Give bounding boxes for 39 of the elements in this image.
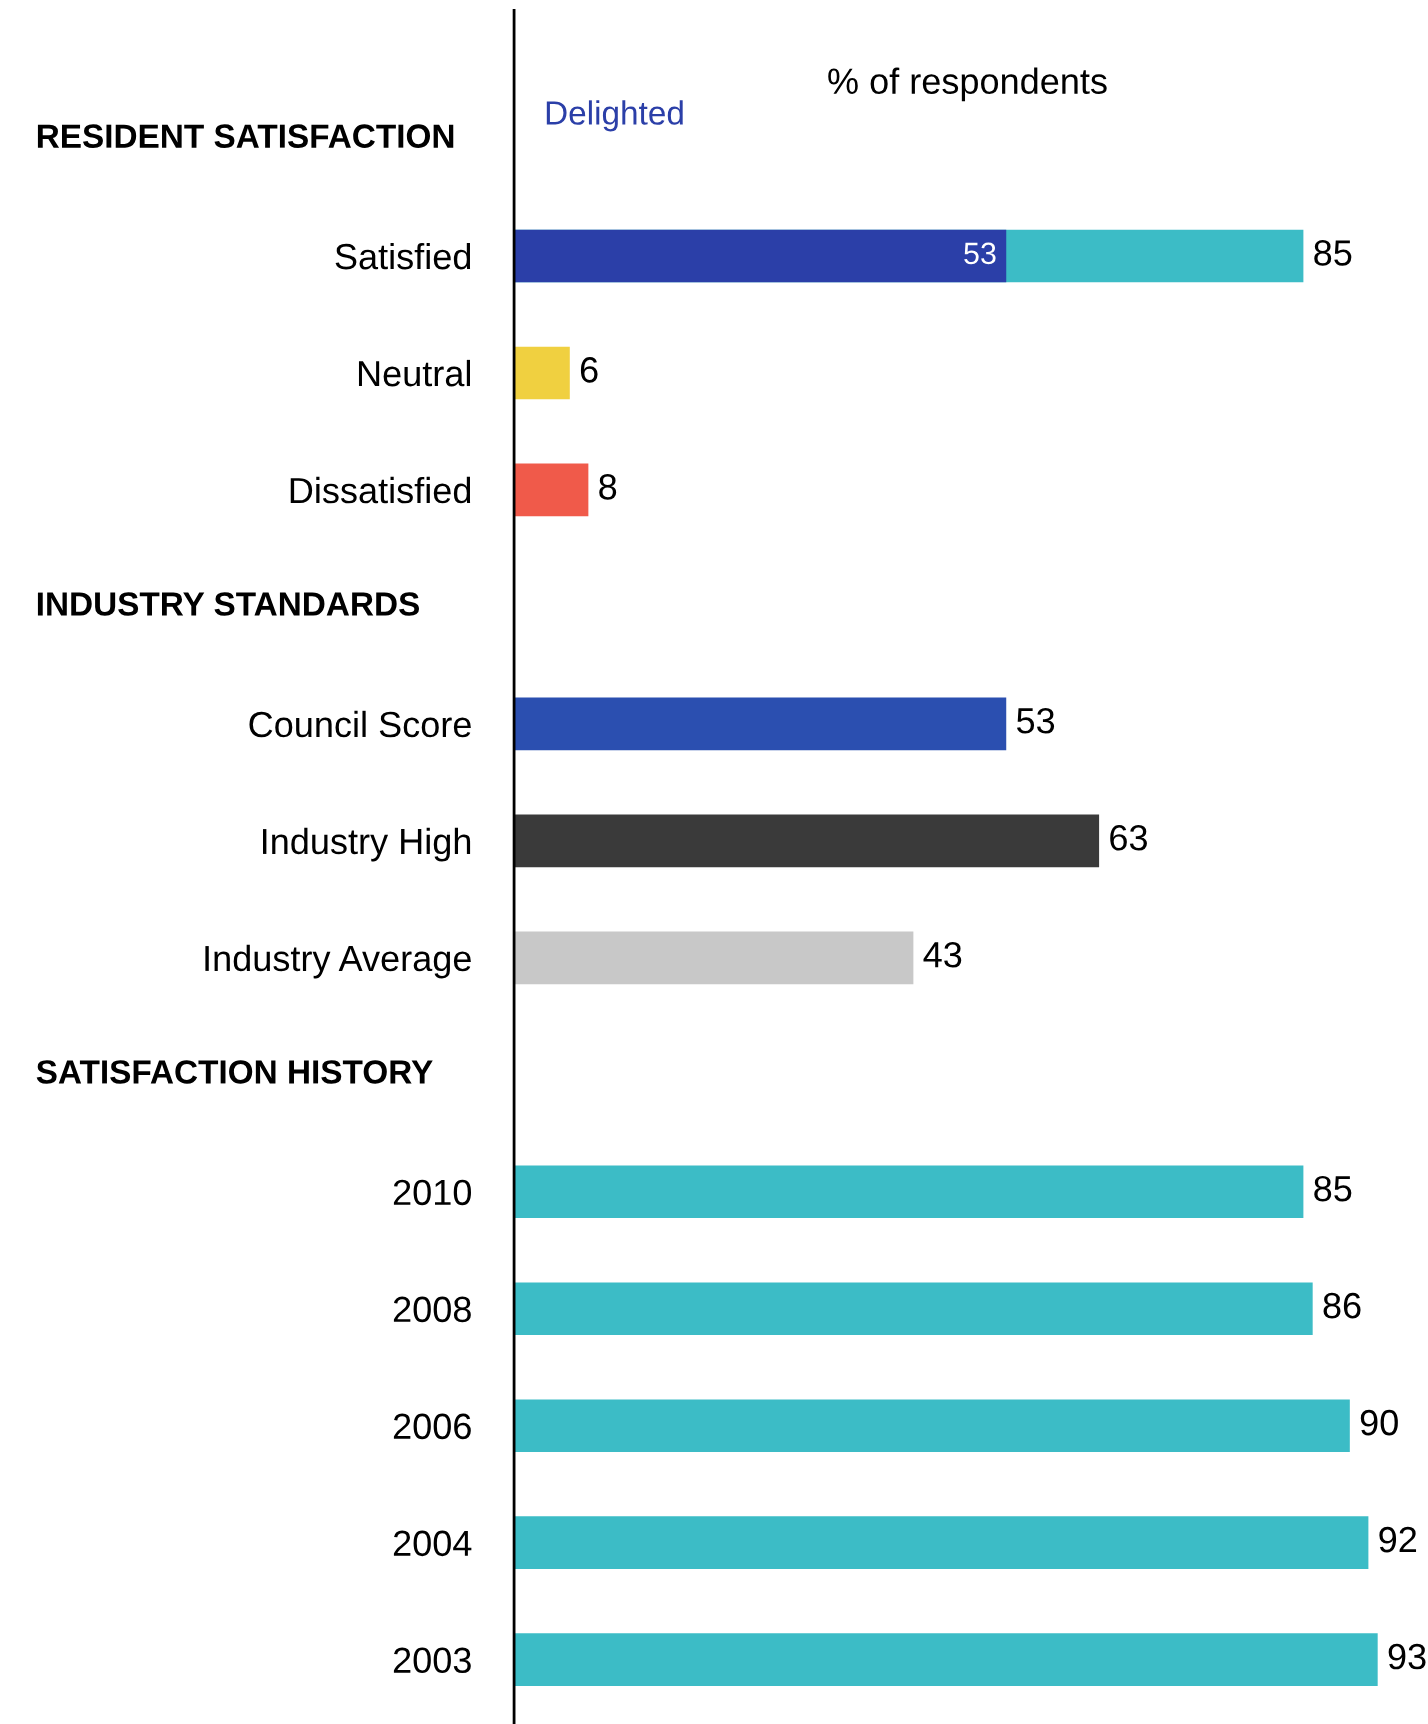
data-label: 86 — [1323, 1292, 1361, 1319]
data-label: 43 — [923, 941, 962, 968]
y-tick-label: 2010 — [393, 1179, 472, 1206]
data-label: 63 — [1110, 824, 1147, 851]
bar — [514, 697, 1007, 751]
data-label: 53 — [964, 242, 996, 265]
text: RESIDENT SATISFACTION — [37, 124, 454, 148]
bar — [514, 1399, 1350, 1453]
bar — [514, 229, 1007, 283]
y-tick-label: 2006 — [393, 1413, 471, 1440]
data-label: 90 — [1360, 1409, 1398, 1436]
y-tick-label: Dissatisfied — [290, 476, 471, 504]
text: INDUSTRY STANDARDS — [37, 592, 420, 616]
x-axis-title: % of respondents — [828, 67, 1107, 102]
y-tick-label: Industry Average — [205, 944, 471, 979]
y-tick-label: 2008 — [393, 1296, 471, 1323]
bar — [514, 931, 914, 985]
data-label: 85 — [1314, 1175, 1352, 1202]
data-label: 93 — [1388, 1643, 1426, 1670]
y-tick-label: Council Score — [249, 710, 471, 738]
text: Delighted — [546, 100, 683, 132]
y-tick-label: 2004 — [393, 1530, 472, 1557]
y-tick-label: 2003 — [393, 1647, 471, 1674]
text: SATISFACTION HISTORY — [36, 1060, 433, 1084]
y-tick-label: Industry High — [263, 827, 471, 862]
data-label: 6 — [580, 357, 598, 383]
data-label: 8 — [599, 474, 617, 500]
y-tick-label: Satisfied — [335, 242, 471, 270]
y-tick-label: Neutral — [358, 359, 471, 387]
bar — [514, 1516, 1369, 1570]
bar — [514, 814, 1100, 868]
bar — [514, 463, 589, 517]
bar — [514, 1165, 1304, 1219]
data-label: 85 — [1314, 240, 1352, 266]
bar — [514, 1282, 1313, 1336]
data-label: 92 — [1379, 1526, 1417, 1553]
bar — [514, 1633, 1378, 1686]
data-label: 53 — [1016, 708, 1055, 734]
bar — [514, 346, 570, 400]
